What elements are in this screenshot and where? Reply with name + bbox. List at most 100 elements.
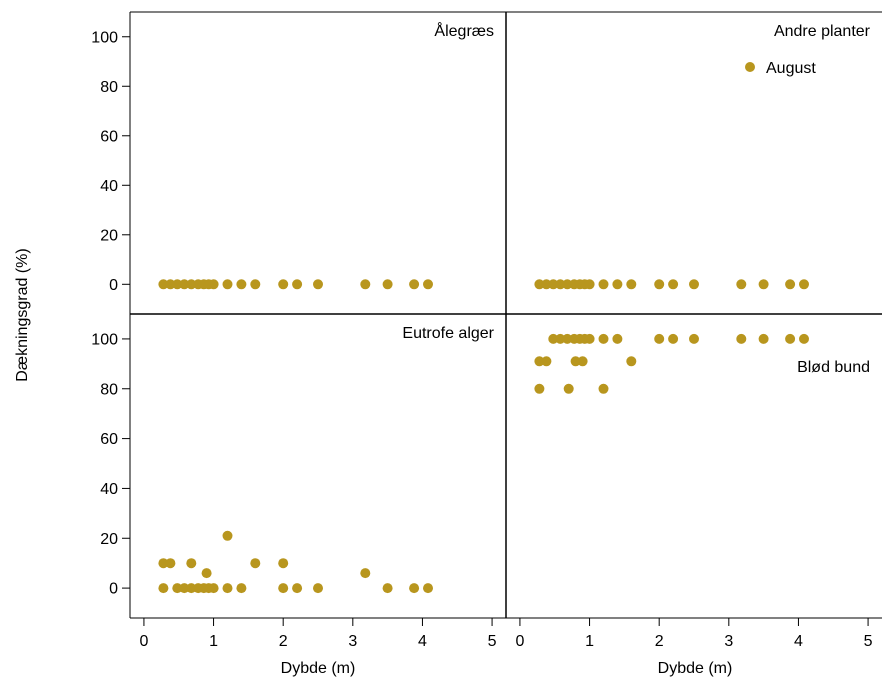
data-point [654,279,665,290]
x-tick-label: 3 [724,633,733,650]
data-point [186,279,197,290]
data-point [555,279,566,290]
data-point [548,333,559,344]
data-point [236,279,247,290]
data-point [222,279,233,290]
data-point [222,583,233,594]
panel-eutrofe-alger: Eutrofe alger [158,325,495,594]
y-tick-label: 40 [100,178,118,195]
panel-alegraes: Ålegræs [158,21,494,290]
data-point [409,583,420,594]
data-point [598,383,609,394]
y-tick-label: 100 [91,331,118,348]
y-tick-label: 80 [100,381,118,398]
y-tick-label: 40 [100,481,118,498]
data-point [186,558,197,569]
data-point [250,279,261,290]
data-point [612,279,623,290]
data-point [186,583,197,594]
panel-title-eutrofe-alger: Eutrofe alger [402,325,494,342]
data-point [278,583,289,594]
data-point [360,279,371,290]
data-point [548,279,559,290]
y-tick-label: 100 [91,29,118,46]
data-point [534,383,545,394]
x-tick-label: 0 [515,633,524,650]
data-point [158,279,169,290]
legend-marker [745,62,755,72]
panel-title-blod-bund: Blød bund [797,359,870,376]
data-point [626,356,637,367]
data-point [179,279,190,290]
y-tick-label: 0 [109,581,118,598]
data-point [785,333,796,344]
data-point [165,558,176,569]
data-point [158,558,169,569]
data-point [736,279,747,290]
data-point [236,583,247,594]
data-point [758,279,769,290]
data-point [689,333,699,344]
x-tick-label: 2 [655,633,664,650]
data-point [758,333,769,344]
data-point [313,279,323,290]
x-tick-label: 1 [209,633,218,650]
data-point [172,583,183,594]
x-tick-label: 5 [864,633,873,650]
data-point [668,333,679,344]
panel-title-andre-planter: Andre planter [774,23,871,40]
data-point [598,333,609,344]
data-point [555,333,566,344]
data-point [562,333,573,344]
x-tick-label: 3 [348,633,357,650]
data-point [598,279,609,290]
x-tick-label: 2 [279,633,288,650]
y-tick-label: 20 [100,531,118,548]
data-point [172,279,183,290]
x-tick-label: 5 [488,633,497,650]
data-point [250,558,261,569]
x-tick-label: 0 [139,633,148,650]
x-tick-label: 4 [418,633,427,650]
y-tick-label: 60 [100,431,118,448]
data-point [612,333,623,344]
data-point [563,383,574,394]
data-point [534,279,545,290]
data-point [799,333,809,344]
data-point [313,583,323,594]
data-point [165,279,176,290]
data-point [626,279,637,290]
data-point [292,279,303,290]
data-point [668,279,679,290]
x-tick-label: 1 [585,633,594,650]
panel-andre-planter: Andre planter [534,23,871,290]
data-point [222,530,233,541]
data-point [541,279,552,290]
data-point [292,583,303,594]
data-point [736,333,747,344]
x-axis-label-right: Dybde (m) [658,660,733,677]
data-point [179,583,190,594]
data-point [570,356,581,367]
data-point [382,279,393,290]
data-point [208,583,219,594]
data-point [409,279,420,290]
y-tick-label: 80 [100,79,118,96]
data-point [562,279,573,290]
data-point [584,279,595,290]
data-point [785,279,796,290]
y-tick-label: 20 [100,227,118,244]
y-tick-label: 0 [109,277,118,294]
data-point [278,558,289,569]
panels-layer: Ålegræs Andre planter Eutrofe alger Blød bu… [158,21,871,594]
x-axis-label-left: Dybde (m) [281,660,356,677]
y-axis-label: Dækningsgrad (%) [14,248,31,381]
data-point [382,583,393,594]
data-point [534,356,545,367]
data-point [423,279,433,290]
data-point [158,583,169,594]
data-point [541,356,552,367]
y-tick-label: 60 [100,128,118,145]
legend-label: August [766,60,816,77]
